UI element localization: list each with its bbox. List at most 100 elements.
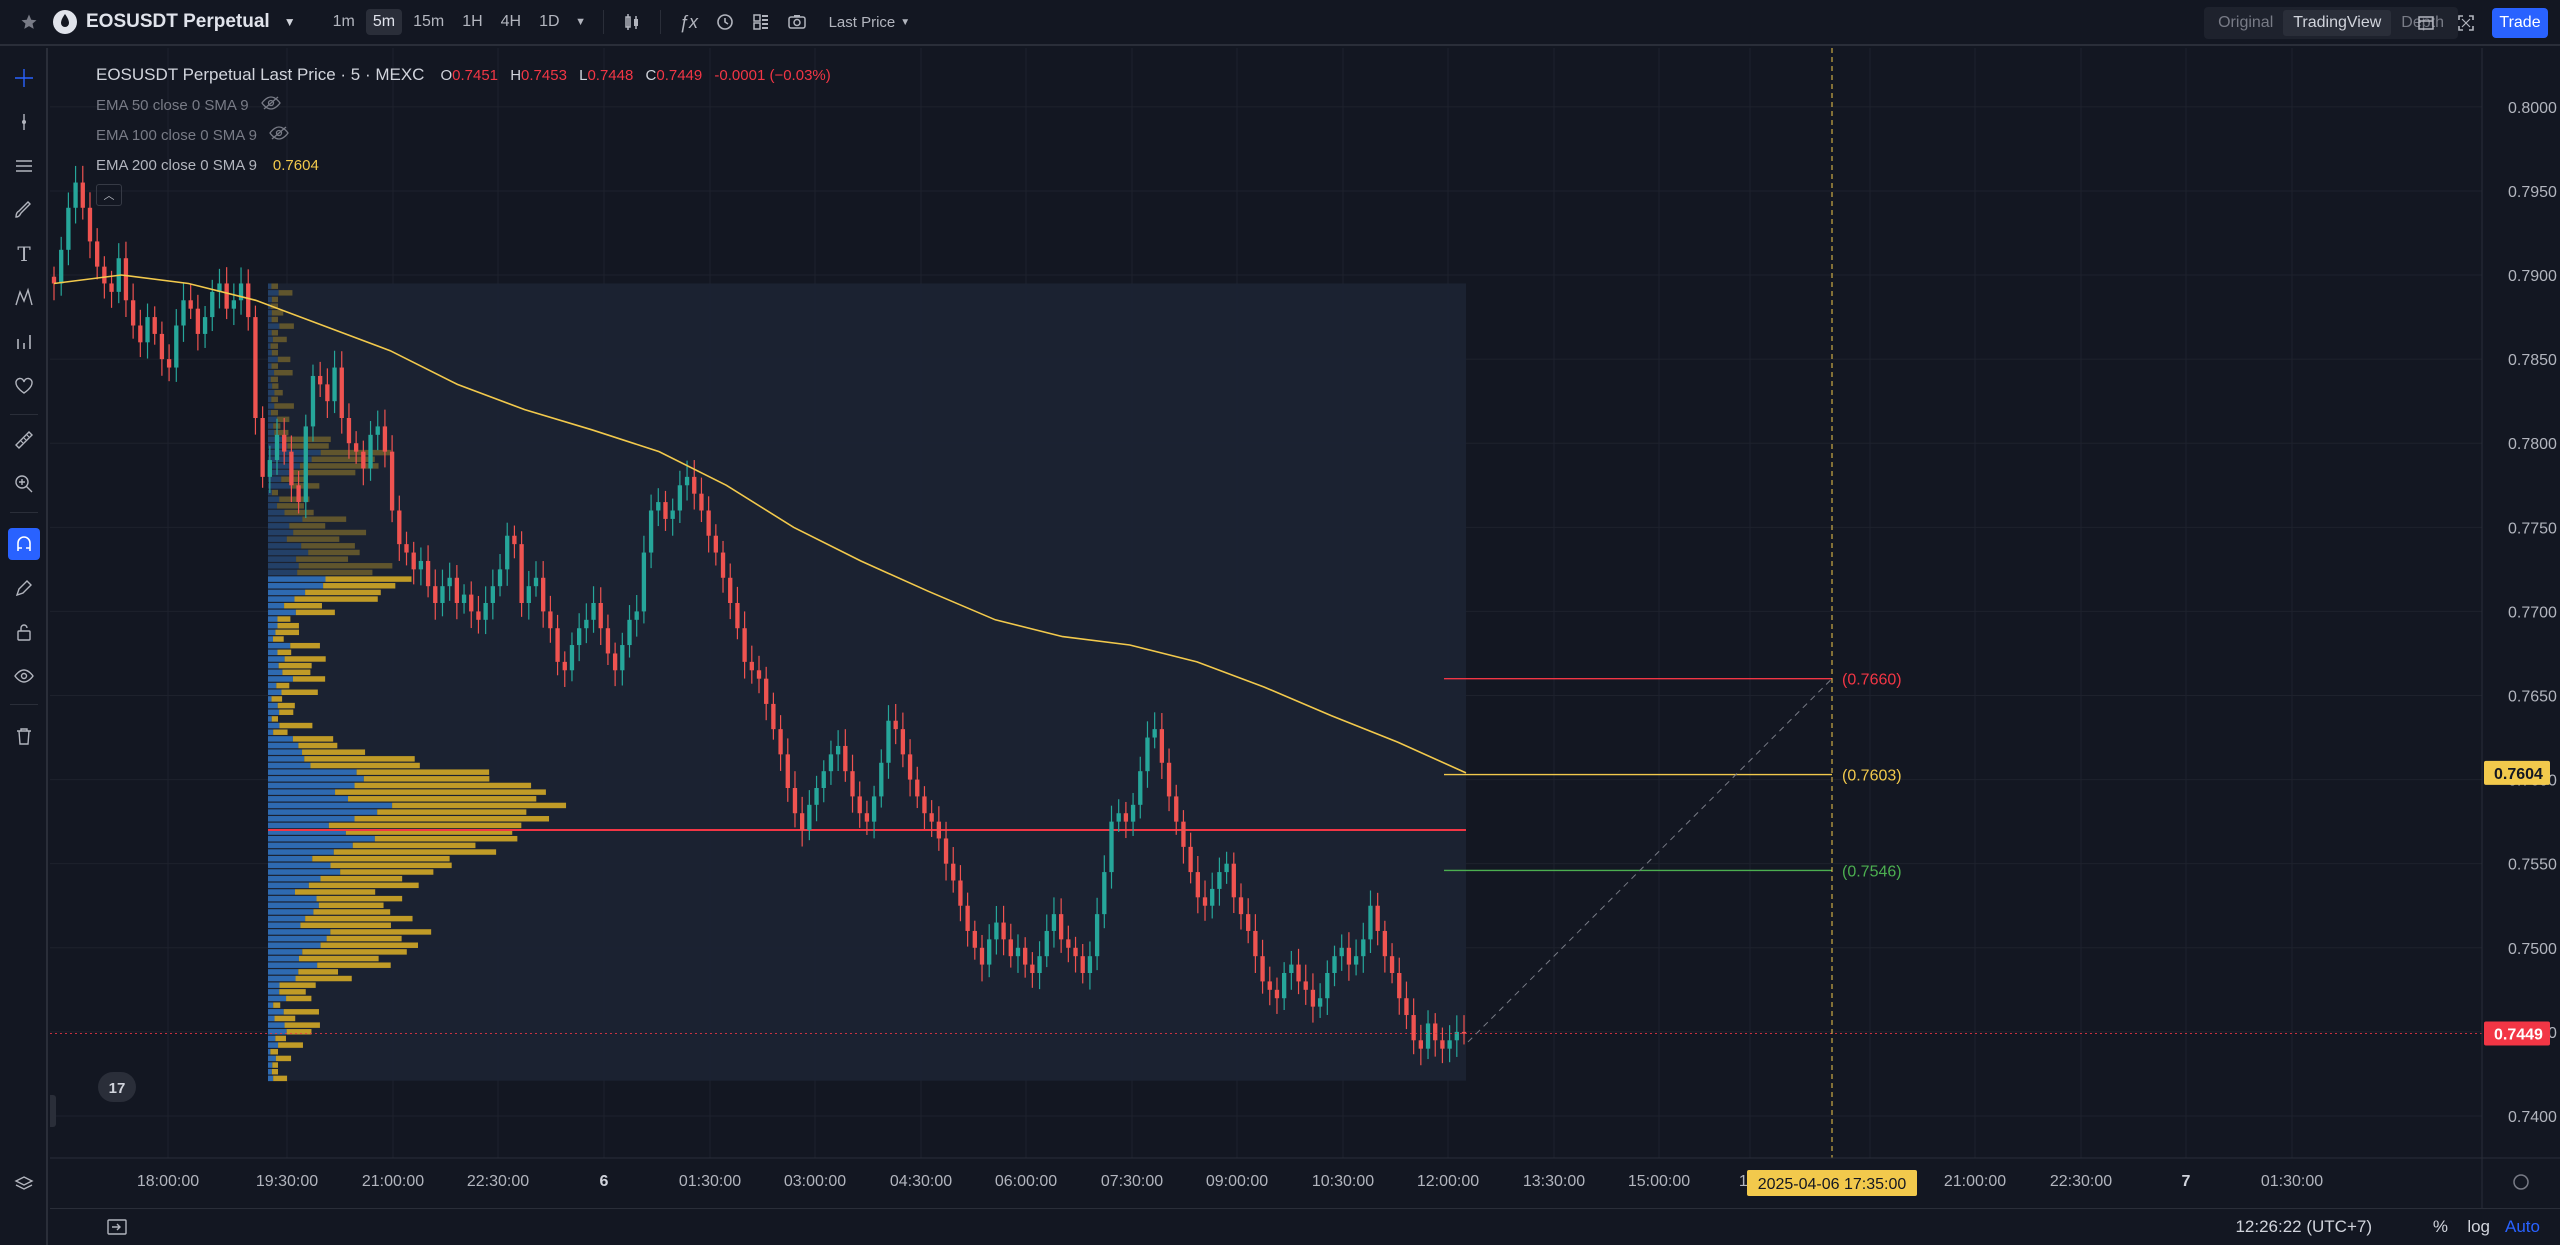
camera-icon[interactable] xyxy=(779,0,815,45)
volume-profile-bar-buy xyxy=(268,682,277,689)
level-label: (0.7660) xyxy=(1842,672,1902,689)
layout-window-icon[interactable] xyxy=(2416,0,2436,46)
zoom-in-icon[interactable] xyxy=(8,468,40,500)
volume-profile-bar-buy xyxy=(268,290,279,296)
eye-icon[interactable] xyxy=(8,660,40,692)
auto-scale-toggle[interactable]: Auto xyxy=(2505,1217,2540,1236)
price-source-dropdown[interactable]: Last Price ▼ xyxy=(829,0,911,45)
volume-profile-bar-sell xyxy=(274,389,283,396)
volume-profile-bar-sell xyxy=(273,1002,281,1008)
candle-up xyxy=(828,754,834,772)
candle-down xyxy=(1260,956,1265,982)
volume-profile-bar-buy xyxy=(268,543,302,549)
trend-line-icon[interactable] xyxy=(8,106,40,138)
volume-profile-bar-buy xyxy=(268,509,285,516)
ruler-icon[interactable] xyxy=(8,424,40,456)
candle-down xyxy=(339,367,344,418)
price-tick-label: 0.7500 xyxy=(2508,941,2557,958)
star-icon[interactable] xyxy=(14,0,44,45)
interval-more-chevron-icon[interactable]: ▼ xyxy=(575,16,586,28)
pencil-lock-icon[interactable] xyxy=(8,572,40,604)
interval-button-1m[interactable]: 1m xyxy=(332,13,355,30)
interval-button-1h[interactable]: 1H xyxy=(462,13,483,30)
volume-profile-bar-sell xyxy=(363,776,490,782)
volume-profile-bar-buy xyxy=(268,1069,272,1075)
volume-profile-bar-buy xyxy=(268,503,278,509)
measure-bars-icon[interactable] xyxy=(8,326,40,358)
volume-profile-bar-sell xyxy=(275,1055,292,1062)
candle-down xyxy=(1461,1031,1467,1034)
price-tick-label: 0.7400 xyxy=(2508,1109,2557,1126)
crosshair-icon[interactable] xyxy=(8,62,40,94)
magnet-icon[interactable] xyxy=(8,528,40,560)
candle-down xyxy=(87,207,93,242)
legend-indicator-ema50[interactable]: EMA 50 close 0 SMA 9 xyxy=(96,90,839,120)
pattern-icon[interactable] xyxy=(8,282,40,314)
fullscreen-icon[interactable] xyxy=(2456,0,2476,46)
volume-profile-bar-sell xyxy=(377,809,527,815)
lock-icon[interactable] xyxy=(8,616,40,648)
settings-gear-icon[interactable] xyxy=(2513,1174,2529,1190)
volume-profile-bar-sell xyxy=(295,609,335,616)
volume-profile-bar-buy xyxy=(268,463,300,469)
interval-button-4h[interactable]: 4H xyxy=(500,13,522,30)
volume-profile-bar-buy xyxy=(268,689,282,696)
horizontal-lines-icon[interactable] xyxy=(8,150,40,182)
candle-down xyxy=(742,628,747,662)
indicators-fx-icon[interactable]: ƒx xyxy=(679,11,699,32)
price-tick-label: 0.7950 xyxy=(2508,184,2557,201)
crosshair-time-badge xyxy=(1747,1170,1917,1196)
price-chart[interactable]: (0.7660) (0.7603) (0.7546) 0.8000 0.7950 0.79… xyxy=(44,48,2560,1208)
volume-profile-bar-buy xyxy=(268,529,294,536)
volume-profile-bar-buy xyxy=(268,842,353,849)
interval-button-5m[interactable]: 5m xyxy=(365,9,403,35)
legend-indicator-ema100[interactable]: EMA 100 close 0 SMA 9 xyxy=(96,120,839,150)
volume-profile-bar-sell xyxy=(271,716,278,722)
volume-profile-bar-buy xyxy=(268,909,314,915)
legend-title: EOSUSDT Perpetual Last Price · 5 · MEXC xyxy=(96,65,425,84)
interval-button-1d[interactable]: 1D xyxy=(539,13,560,30)
chevron-up-icon[interactable]: ︿ xyxy=(96,184,122,206)
candle-down xyxy=(965,905,970,931)
candles-icon[interactable] xyxy=(614,0,650,45)
volume-profile-bar-sell xyxy=(278,662,312,669)
alert-clock-icon[interactable] xyxy=(707,0,743,45)
percent-toggle[interactable]: % xyxy=(2432,1217,2448,1236)
volume-profile-bar-buy xyxy=(268,742,299,749)
heart-icon[interactable] xyxy=(8,370,40,402)
trash-icon[interactable] xyxy=(8,720,40,752)
brush-icon[interactable] xyxy=(8,194,40,226)
candle-down xyxy=(1404,998,1409,1016)
time-tick-label: 21:00:00 xyxy=(1944,1173,2006,1190)
volume-profile-bar-buy xyxy=(268,469,290,476)
trade-button[interactable]: Trade xyxy=(2492,8,2548,38)
volume-profile-bar-buy xyxy=(268,955,299,962)
symbol-selector[interactable]: EOSUSDT Perpetual ▼ xyxy=(80,0,296,45)
layers-icon[interactable] xyxy=(8,1168,40,1200)
volume-profile-bar-sell xyxy=(277,356,291,363)
clock[interactable]: 12:26:22 (UTC+7) xyxy=(2235,1217,2372,1236)
candle-up xyxy=(505,535,510,570)
log-toggle[interactable]: log xyxy=(2467,1217,2490,1236)
candle-down xyxy=(1080,956,1085,973)
chart-pane[interactable]: (0.7660) (0.7603) (0.7546) 0.8000 0.7950 0.79… xyxy=(44,48,2560,1208)
candle-up xyxy=(814,788,819,805)
legend-indicator-ema200[interactable]: EMA 200 close 0 SMA 9 0.7604 xyxy=(96,150,839,180)
candle-down xyxy=(929,813,934,822)
interval-button-15m[interactable]: 15m xyxy=(413,13,445,30)
eye-hidden-icon[interactable] xyxy=(260,95,281,116)
view-original-button[interactable]: Original xyxy=(2218,14,2274,31)
date-range-icon[interactable] xyxy=(106,1217,128,1242)
candle-up xyxy=(1317,998,1323,1007)
time-tick-label: 7 xyxy=(2182,1173,2191,1190)
volume-profile-bar-buy xyxy=(268,1049,271,1055)
volume-profile-bar-buy xyxy=(268,409,271,416)
volume-profile-bar-sell xyxy=(308,549,360,556)
eye-hidden-icon[interactable] xyxy=(269,125,289,146)
text-tool-icon[interactable]: T xyxy=(17,242,31,266)
view-tradingview-button[interactable]: TradingView xyxy=(2283,10,2392,36)
candle-down xyxy=(469,594,474,612)
templates-grid-icon[interactable] xyxy=(743,0,779,45)
candle-down xyxy=(1310,989,1316,1007)
collapse-toolbar-tab[interactable] xyxy=(44,1095,56,1127)
